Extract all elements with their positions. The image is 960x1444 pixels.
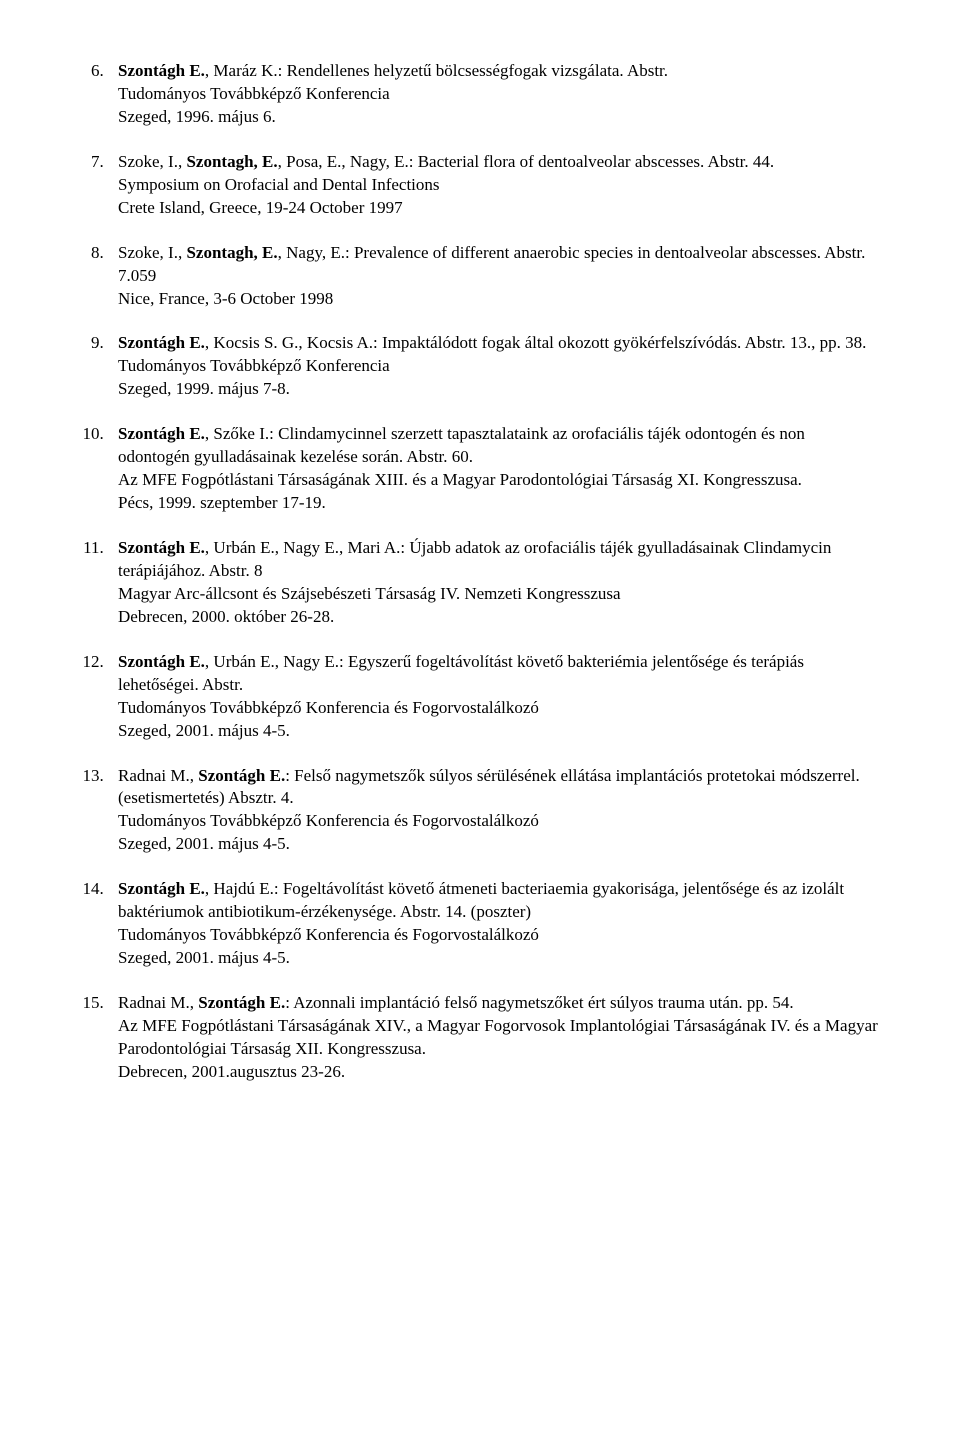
reference-text: , Szőke I.: Clindamycinnel szerzett tapa… bbox=[118, 424, 805, 466]
reference-item: Szontágh E., Szőke I.: Clindamycinnel sz… bbox=[108, 423, 880, 515]
reference-item: Radnai M., Szontágh E.: Azonnali implant… bbox=[108, 992, 880, 1084]
reference-list: Szontágh E., Maráz K.: Rendellenes helyz… bbox=[80, 60, 880, 1084]
reference-text: Tudományos Továbbképző Konferencia és Fo… bbox=[118, 925, 539, 944]
reference-text: Tudományos Továbbképző Konferencia bbox=[118, 84, 390, 103]
reference-text: , Maráz K.: Rendellenes helyzetű bölcses… bbox=[205, 61, 668, 80]
reference-author-bold: Szontágh E. bbox=[198, 993, 285, 1012]
reference-pre-text: Radnai M., bbox=[118, 993, 198, 1012]
reference-text: Tudományos Továbbképző Konferencia és Fo… bbox=[118, 698, 539, 717]
reference-text: Tudományos Továbbképző Konferencia és Fo… bbox=[118, 811, 539, 830]
reference-text: , Urbán E., Nagy E., Mari A.: Újabb adat… bbox=[118, 538, 831, 580]
reference-author-bold: Szontágh E. bbox=[118, 538, 205, 557]
reference-item: Szontágh E., Kocsis S. G., Kocsis A.: Im… bbox=[108, 332, 880, 401]
reference-author-bold: Szontágh E. bbox=[198, 766, 285, 785]
reference-text: Crete Island, Greece, 19-24 October 1997 bbox=[118, 198, 403, 217]
reference-text: Szeged, 2001. május 4-5. bbox=[118, 948, 290, 967]
reference-item: Szontágh E., Hajdú E.: Fogeltávolítást k… bbox=[108, 878, 880, 970]
reference-author-bold: Szontágh E. bbox=[118, 333, 205, 352]
reference-text: Symposium on Orofacial and Dental Infect… bbox=[118, 175, 440, 194]
reference-author-bold: Szontágh E. bbox=[118, 879, 205, 898]
reference-text: Tudományos Továbbképző Konferencia bbox=[118, 356, 390, 375]
reference-text: Magyar Arc-állcsont és Szájsebészeti Tár… bbox=[118, 584, 621, 603]
reference-text: Szeged, 2001. május 4-5. bbox=[118, 834, 290, 853]
reference-pre-text: Szoke, I., bbox=[118, 243, 186, 262]
reference-item: Szoke, I., Szontagh, E., Nagy, E.: Preva… bbox=[108, 242, 880, 311]
reference-author-bold: Szontágh E. bbox=[118, 61, 205, 80]
reference-pre-text: Szoke, I., bbox=[118, 152, 186, 171]
reference-author-bold: Szontágh E. bbox=[118, 652, 205, 671]
reference-author-bold: Szontágh E. bbox=[118, 424, 205, 443]
reference-item: Szontágh E., Urbán E., Nagy E., Mari A.:… bbox=[108, 537, 880, 629]
reference-text: Szeged, 2001. május 4-5. bbox=[118, 721, 290, 740]
reference-text: Debrecen, 2000. október 26-28. bbox=[118, 607, 334, 626]
reference-text: , Hajdú E.: Fogeltávolítást követő átmen… bbox=[118, 879, 844, 921]
reference-text: , Posa, E., Nagy, E.: Bacterial flora of… bbox=[278, 152, 775, 171]
reference-item: Szontágh E., Urbán E., Nagy E.: Egyszerű… bbox=[108, 651, 880, 743]
reference-text: : Azonnali implantáció felső nagymetszők… bbox=[285, 993, 793, 1012]
reference-pre-text: Radnai M., bbox=[118, 766, 198, 785]
reference-item: Radnai M., Szontágh E.: Felső nagymetsző… bbox=[108, 765, 880, 857]
reference-author-bold: Szontagh, E. bbox=[186, 152, 277, 171]
reference-author-bold: Szontagh, E. bbox=[186, 243, 277, 262]
reference-text: , Urbán E., Nagy E.: Egyszerű fogeltávol… bbox=[118, 652, 804, 694]
reference-text: Szeged, 1999. május 7-8. bbox=[118, 379, 290, 398]
reference-text: , Kocsis S. G., Kocsis A.: Impaktálódott… bbox=[205, 333, 867, 352]
reference-text: Az MFE Fogpótlástani Társaságának XIV., … bbox=[118, 1016, 878, 1058]
reference-text: Szeged, 1996. május 6. bbox=[118, 107, 276, 126]
reference-text: Az MFE Fogpótlástani Társaságának XIII. … bbox=[118, 470, 802, 489]
reference-item: Szontágh E., Maráz K.: Rendellenes helyz… bbox=[108, 60, 880, 129]
reference-text: Pécs, 1999. szeptember 17-19. bbox=[118, 493, 326, 512]
reference-item: Szoke, I., Szontagh, E., Posa, E., Nagy,… bbox=[108, 151, 880, 220]
reference-text: Nice, France, 3-6 October 1998 bbox=[118, 289, 333, 308]
reference-text: Debrecen, 2001.augusztus 23-26. bbox=[118, 1062, 345, 1081]
